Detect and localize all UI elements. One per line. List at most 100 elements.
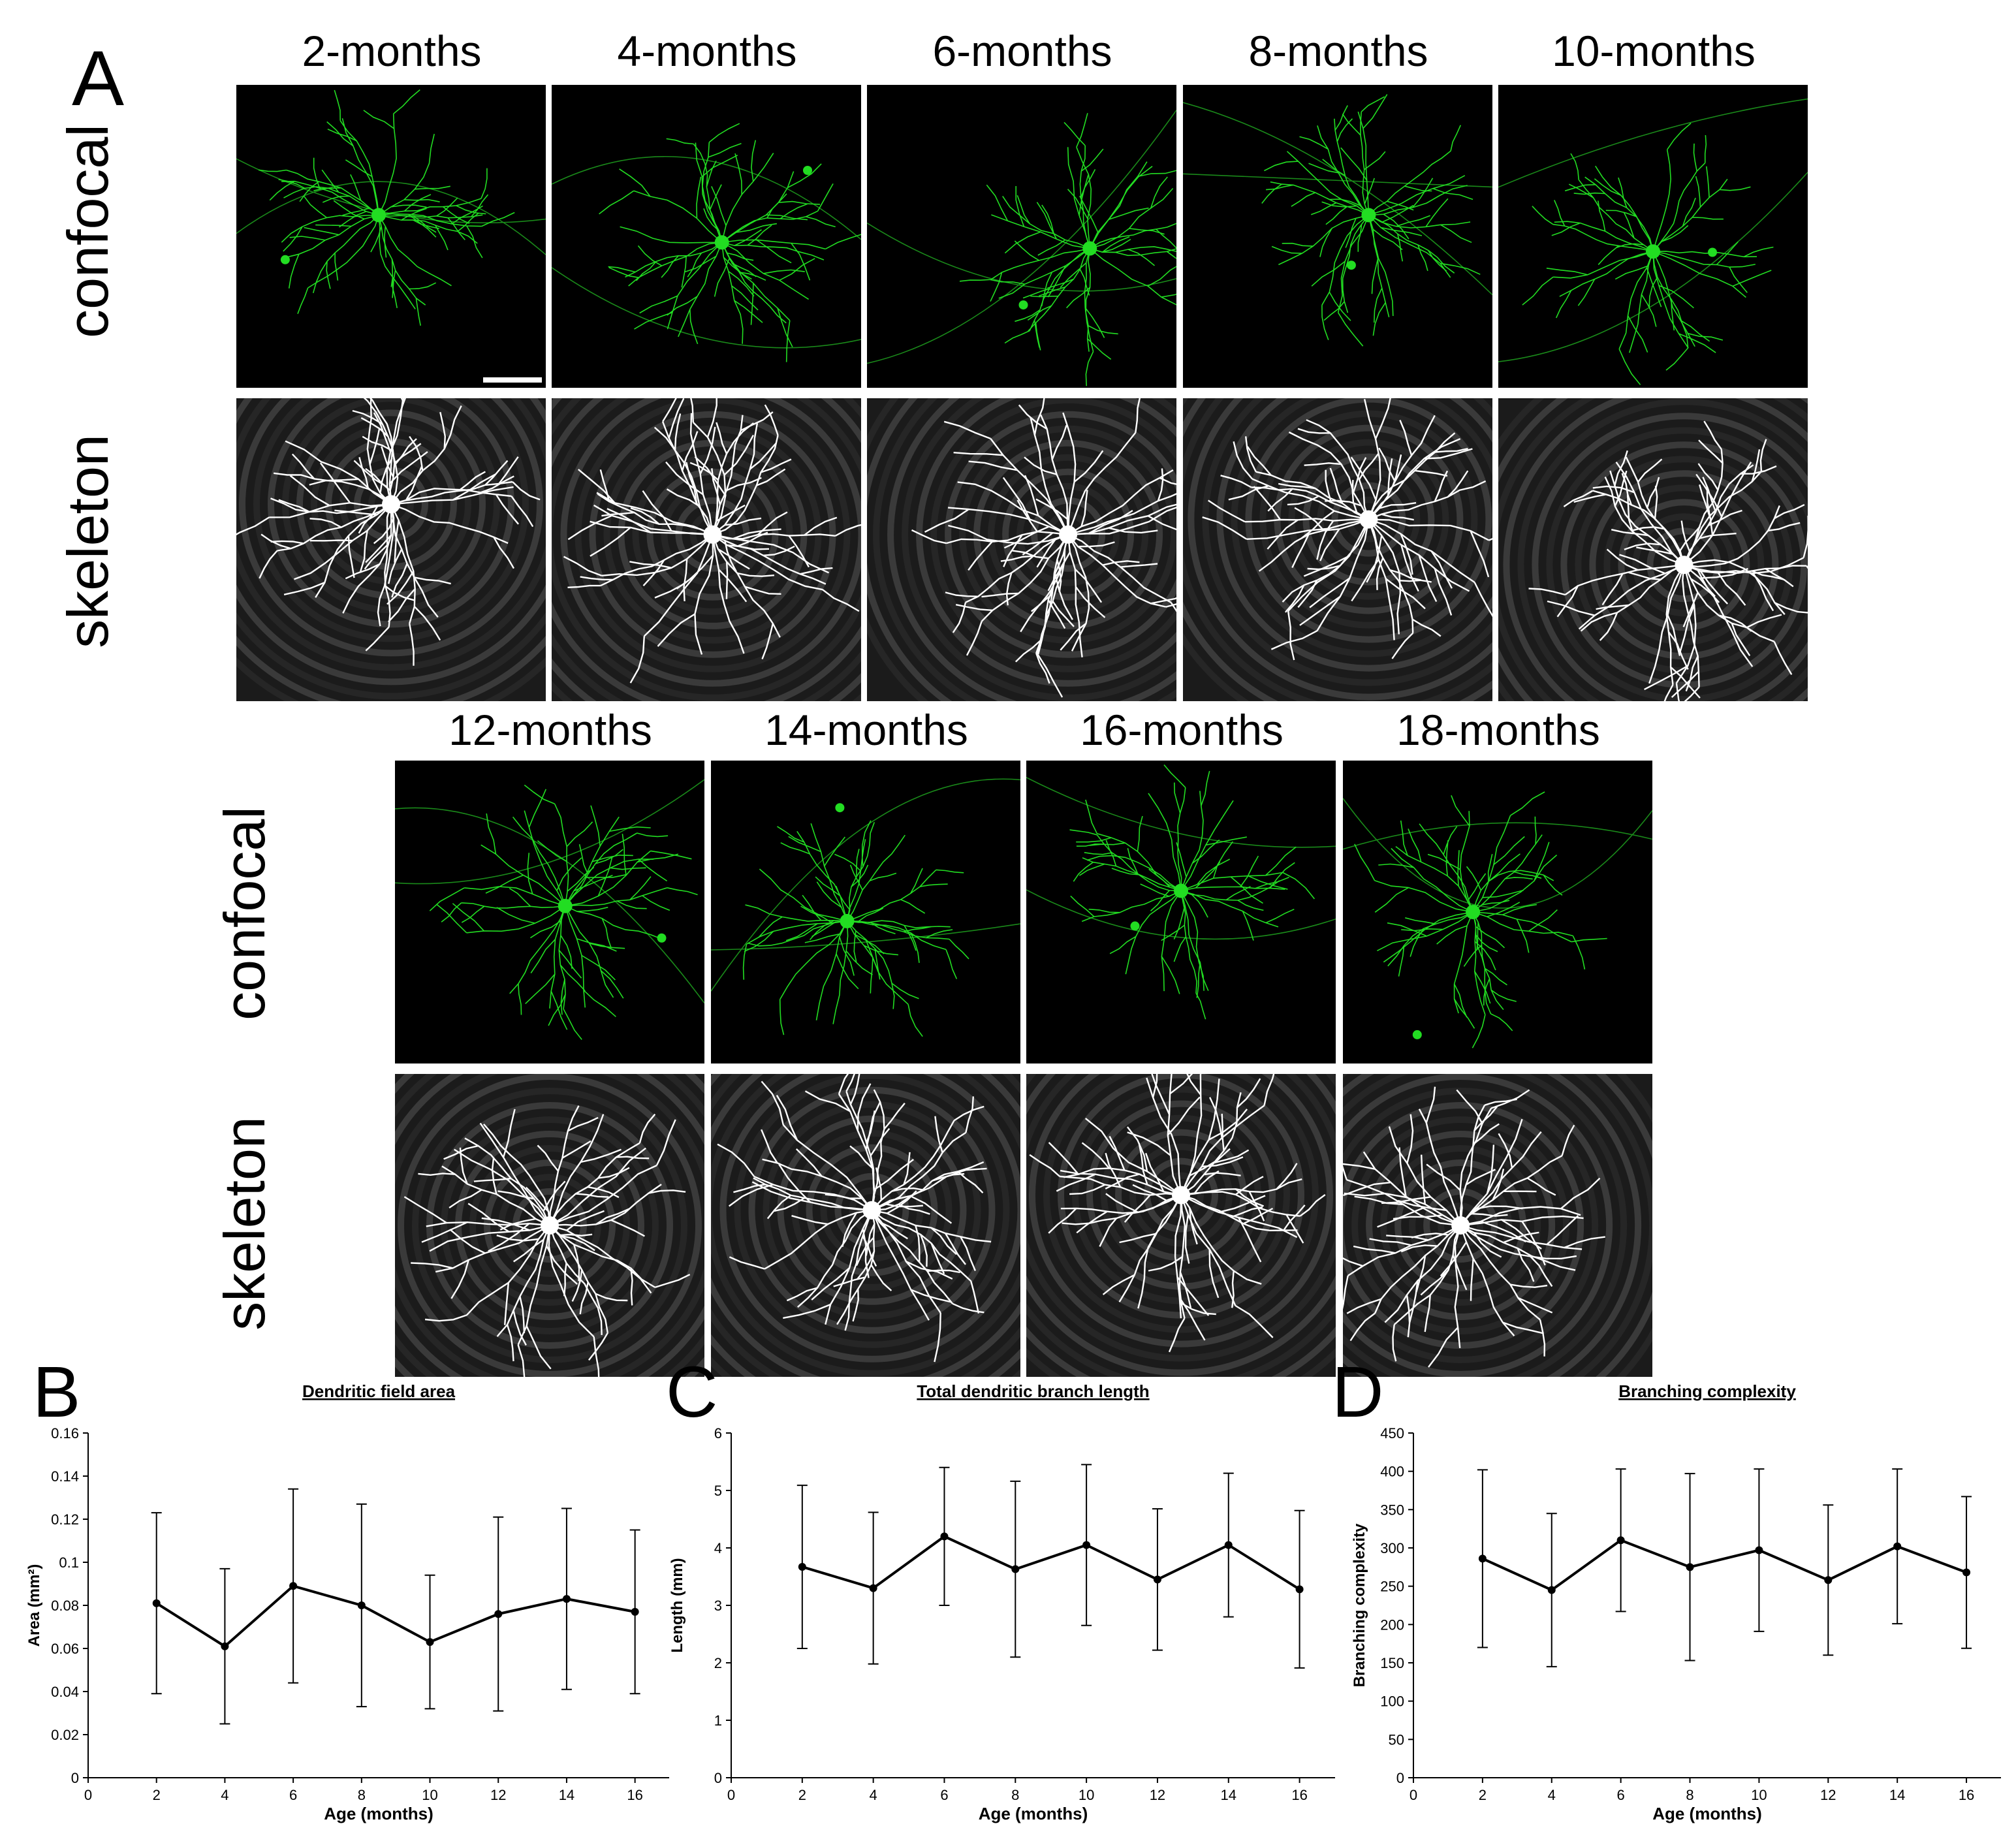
chart-b-title: Dendritic field area	[302, 1381, 456, 1401]
skeleton-image-r1-0	[236, 398, 546, 701]
chart-d-ytick-label-8: 400	[1380, 1464, 1404, 1480]
chart-b-point-0	[152, 1599, 161, 1607]
chart-d-point-4	[1755, 1546, 1763, 1554]
chart-c-point-4	[1082, 1541, 1091, 1549]
row-label-confocal-1: confocal	[55, 124, 120, 338]
chart-c-panel-letter: C	[666, 1352, 717, 1432]
chart-d-xtick-label-4: 8	[1686, 1787, 1693, 1803]
chart-d-ytick-label-7: 350	[1380, 1502, 1404, 1518]
chart-d-panel-letter: D	[1332, 1352, 1383, 1432]
skeleton-image-r2-2	[1026, 1074, 1336, 1377]
chart-b-ytick-label-7: 0.14	[51, 1468, 79, 1485]
chart-d-point-1	[1547, 1586, 1556, 1594]
chart-b-ylabel: Area (mm²)	[25, 1564, 43, 1647]
chart-b-point-7	[631, 1607, 639, 1616]
chart-d-title: Branching complexity	[1618, 1381, 1796, 1401]
chart-c-ytick-label-1: 1	[714, 1712, 722, 1729]
chart-d-xtick-label-1: 2	[1479, 1787, 1487, 1803]
skeleton-image-r1-2	[867, 398, 1176, 701]
age-label-row1-0: 2-months	[302, 27, 482, 75]
chart-b-ytick-label-8: 0.16	[51, 1425, 79, 1441]
chart-b-ytick-label-4: 0.08	[51, 1598, 79, 1614]
row-label-skeleton-2: skeleton	[212, 1116, 277, 1331]
chart-b-point-2	[289, 1582, 298, 1590]
confocal-image-r1-2	[867, 85, 1176, 388]
chart-b-xtick-label-7: 14	[559, 1787, 575, 1803]
chart-b-ytick-label-6: 0.12	[51, 1511, 79, 1528]
chart-c-ytick-label-3: 3	[714, 1598, 722, 1614]
chart-d-ytick-label-9: 450	[1380, 1425, 1404, 1441]
chart-d-xtick-label-8: 16	[1959, 1787, 1974, 1803]
chart-c-point-1	[869, 1584, 877, 1592]
skeleton-image-r2-1	[711, 1074, 1020, 1377]
chart-d-point-6	[1893, 1542, 1902, 1551]
chart-d-ytick-label-1: 50	[1389, 1731, 1404, 1748]
confocal-image-r1-1	[552, 85, 861, 388]
chart-c-xtick-label-1: 2	[798, 1787, 806, 1803]
chart-b-point-5	[494, 1610, 503, 1618]
chart-c-xtick-label-0: 0	[727, 1787, 735, 1803]
chart-d-ytick-label-4: 200	[1380, 1616, 1404, 1633]
chart-d-xtick-label-0: 0	[1410, 1787, 1417, 1803]
chart-d-xtick-label-2: 4	[1548, 1787, 1556, 1803]
skeleton-image-r1-3	[1183, 398, 1492, 701]
chart-b-xlabel: Age (months)	[324, 1804, 433, 1823]
confocal-image-r1-4	[1498, 85, 1808, 388]
age-label-row1-3: 8-months	[1248, 27, 1428, 75]
confocal-image-r1-3	[1183, 85, 1492, 388]
chart-c-xtick-label-4: 8	[1011, 1787, 1019, 1803]
chart-d-xtick-label-7: 14	[1889, 1787, 1905, 1803]
chart-b-ytick-label-1: 0.02	[51, 1727, 79, 1743]
chart-c-xtick-label-3: 6	[940, 1787, 948, 1803]
age-label-row1-2: 6-months	[932, 27, 1112, 75]
chart-c-xlabel: Age (months)	[979, 1804, 1088, 1823]
chart-b-xtick-label-2: 4	[221, 1787, 228, 1803]
chart-b-point-6	[562, 1595, 571, 1603]
chart-d-series-line	[1482, 1539, 1967, 1592]
skeleton-image-r2-0	[395, 1074, 704, 1377]
chart-b-point-4	[426, 1638, 434, 1646]
scale-bar	[483, 377, 542, 383]
chart-d-ylabel: Branching complexity	[1351, 1523, 1368, 1687]
chart-b-ytick-label-0: 0	[71, 1770, 79, 1786]
row-label-confocal-2: confocal	[212, 806, 277, 1020]
chart-d-xtick-label-6: 12	[1820, 1787, 1836, 1803]
chart-d-ytick-label-0: 0	[1396, 1770, 1404, 1786]
chart-d-point-2	[1616, 1536, 1625, 1545]
age-label-row1-4: 10-months	[1552, 27, 1756, 75]
confocal-image-r2-1	[711, 761, 1020, 1063]
chart-c-xtick-label-5: 10	[1079, 1787, 1094, 1803]
chart-c-ylabel: Length (mm)	[669, 1558, 686, 1652]
skeleton-image-r1-4	[1498, 398, 1808, 701]
chart-d-point-3	[1686, 1563, 1694, 1571]
age-label-row2-0: 12-months	[449, 706, 652, 754]
chart-c-point-0	[798, 1563, 806, 1571]
chart-d-ytick-label-2: 100	[1380, 1693, 1404, 1710]
chart-b-xtick-label-4: 8	[358, 1787, 366, 1803]
chart-d-ytick-label-3: 150	[1380, 1655, 1404, 1671]
chart-d-point-7	[1962, 1568, 1971, 1577]
row-label-skeleton-1: skeleton	[55, 434, 120, 648]
age-label-row2-2: 16-months	[1080, 706, 1284, 754]
age-label-row2-1: 14-months	[764, 706, 968, 754]
chart-b-point-1	[221, 1642, 229, 1650]
chart-d-ytick-label-5: 250	[1380, 1579, 1404, 1595]
chart-c-title: Total dendritic branch length	[917, 1381, 1149, 1401]
chart-c-xtick-label-7: 14	[1221, 1787, 1236, 1803]
chart-b-panel-letter: B	[33, 1352, 80, 1432]
chart-b-xtick-label-5: 10	[422, 1787, 437, 1803]
chart-b-ytick-label-5: 0.1	[59, 1554, 79, 1571]
chart-c-point-3	[1011, 1565, 1020, 1573]
chart-b-ytick-label-2: 0.04	[51, 1684, 79, 1700]
chart-b-xtick-label-3: 6	[289, 1787, 297, 1803]
chart-c-point-6	[1224, 1541, 1233, 1549]
chart-c-xtick-label-6: 12	[1150, 1787, 1165, 1803]
chart-b-xtick-label-6: 12	[490, 1787, 506, 1803]
chart-c-point-5	[1153, 1575, 1161, 1584]
chart-c-ytick-label-0: 0	[714, 1770, 722, 1786]
chart-d-xtick-label-3: 6	[1617, 1787, 1625, 1803]
chart-c-point-7	[1295, 1585, 1304, 1594]
skeleton-image-r2-3	[1343, 1074, 1652, 1377]
chart-d-point-5	[1824, 1576, 1833, 1584]
chart-c-ytick-label-6: 6	[714, 1425, 722, 1441]
